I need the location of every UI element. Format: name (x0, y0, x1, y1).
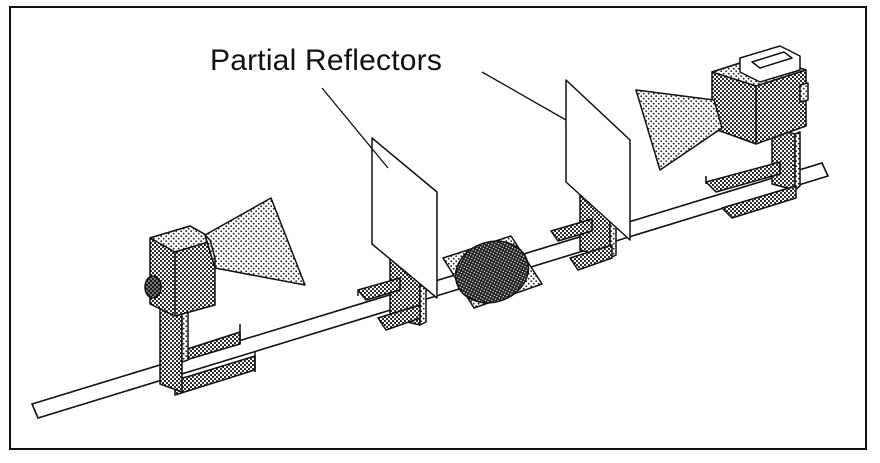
label-leader-right (481, 71, 567, 121)
sample-disk (454, 240, 530, 304)
partial-reflectors-label: Partial Reflectors (210, 44, 443, 77)
left-knob (144, 275, 162, 299)
partial-reflector-left (357, 137, 438, 331)
right-horn (635, 89, 723, 171)
partial-reflector-right (550, 79, 631, 271)
reflector-plate-left (371, 137, 438, 299)
label-leader-left (321, 87, 389, 169)
left-horn-antenna (144, 197, 306, 396)
reflector-plate-right (565, 79, 631, 241)
right-horn-antenna (635, 45, 809, 219)
sample-holder (442, 235, 543, 309)
left-horn (204, 197, 306, 286)
